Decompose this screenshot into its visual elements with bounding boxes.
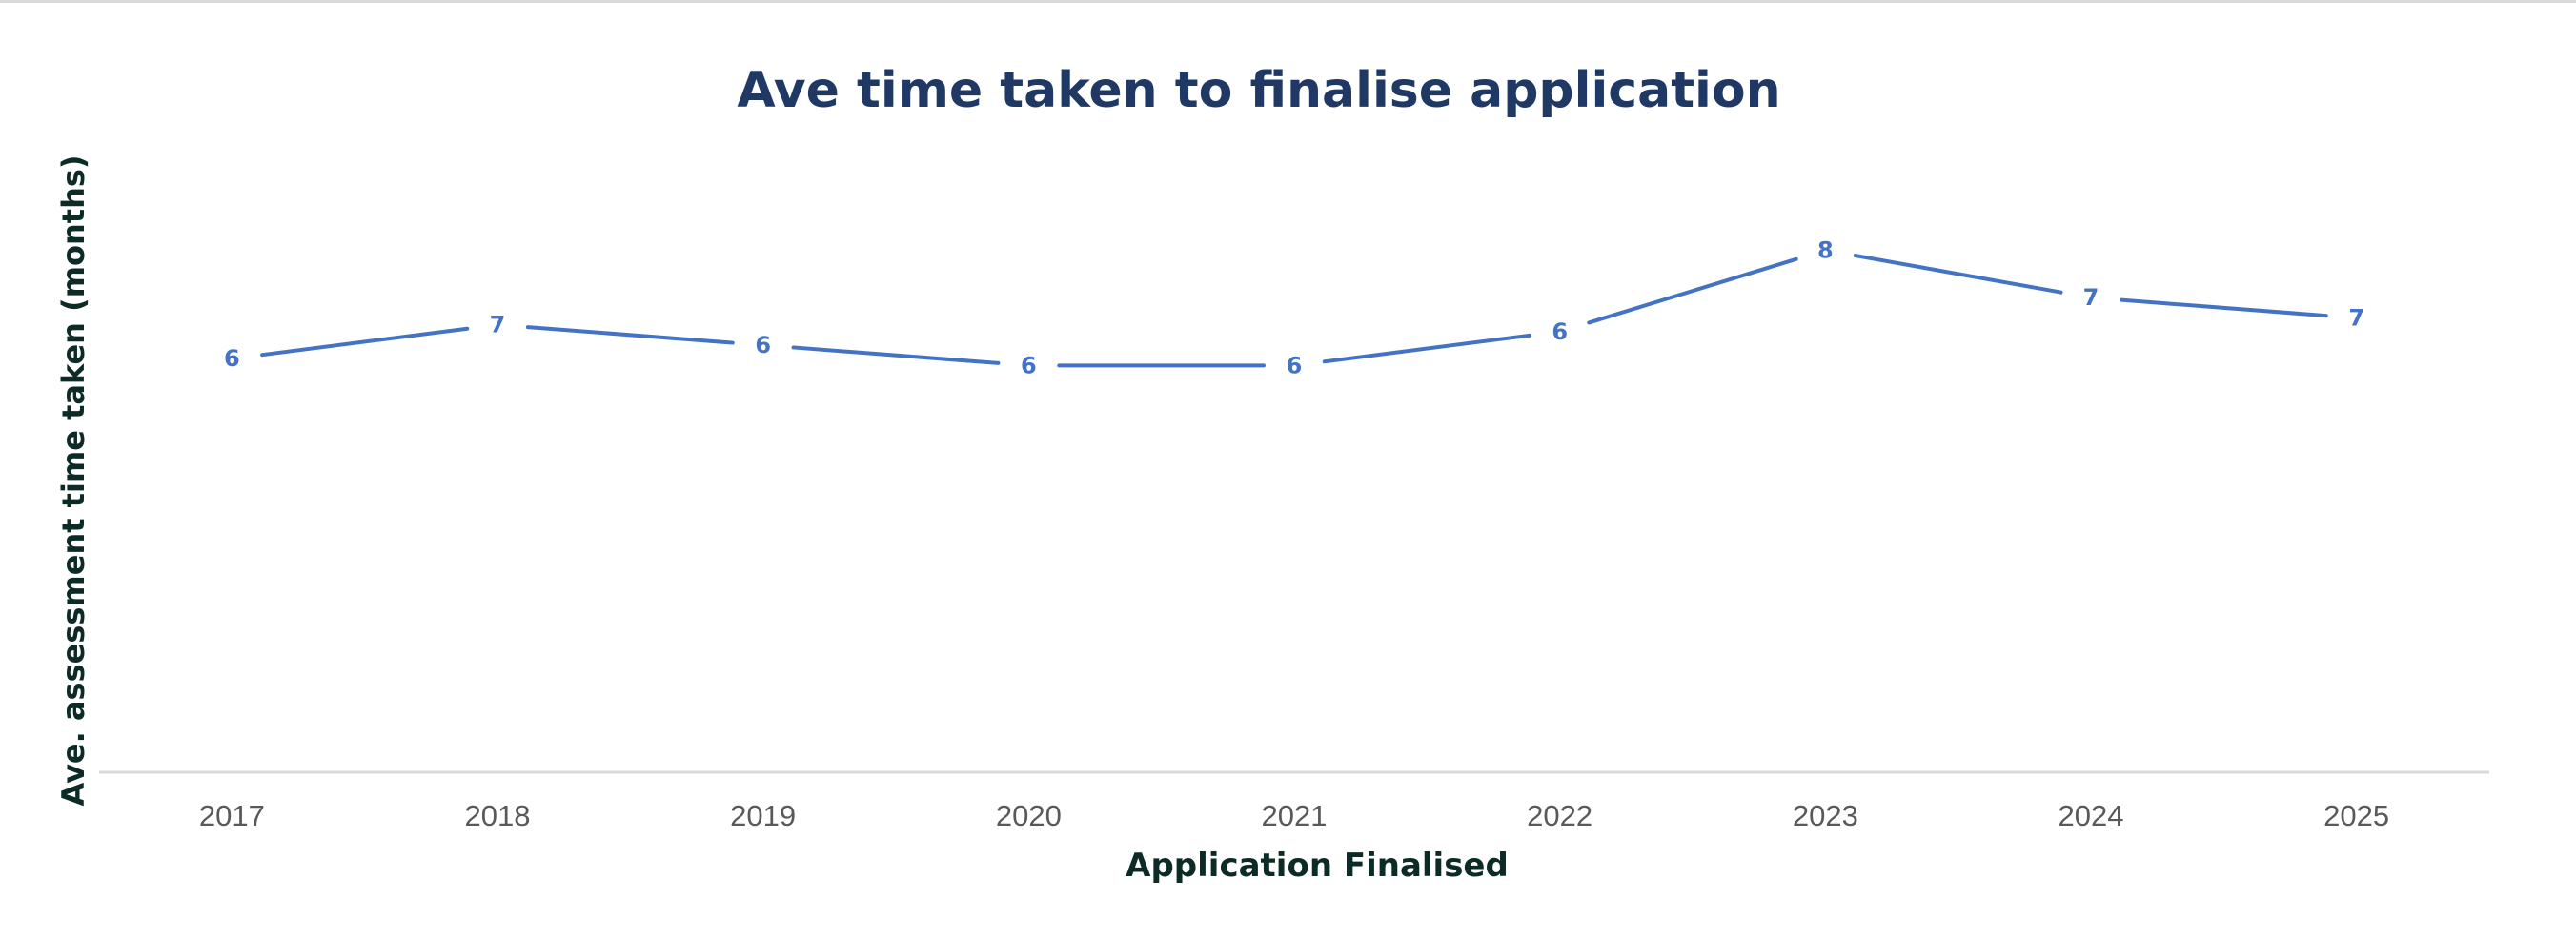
- data-label: 6: [755, 332, 771, 358]
- series-line-segment: [1325, 336, 1530, 361]
- x-tick-label: 2019: [730, 799, 796, 832]
- series-line-segment: [1589, 259, 1795, 323]
- series-line-segment: [2121, 300, 2326, 316]
- x-tick-label: 2025: [2323, 799, 2389, 832]
- data-label: 6: [224, 345, 240, 372]
- x-tick-label: 2023: [1793, 799, 1858, 832]
- x-tick-label: 2024: [2059, 799, 2124, 832]
- x-axis-title: Application Finalised: [1126, 847, 1509, 885]
- series-line-segment: [1856, 256, 2061, 293]
- chart-title: Ave time taken to finalise application: [737, 62, 1780, 119]
- x-tick-label: 2020: [996, 799, 1062, 832]
- series-line-segment: [262, 329, 467, 355]
- data-label: 6: [1552, 318, 1568, 345]
- y-axis-title: Ave. assessment time taken (months): [55, 154, 91, 806]
- series-line-segment: [528, 327, 733, 342]
- data-label: 7: [2348, 305, 2364, 332]
- x-tick-label: 2018: [465, 799, 531, 832]
- x-tick-label: 2017: [199, 799, 265, 832]
- data-label: 7: [490, 312, 506, 338]
- x-tick-label: 2021: [1262, 799, 1328, 832]
- series-layer: 6 7 6 6 6 6 8 7 7: [224, 236, 2364, 379]
- x-tick-label: 2022: [1527, 799, 1592, 832]
- data-label: 8: [1817, 236, 1834, 263]
- data-label: 6: [1021, 352, 1037, 379]
- data-label: 6: [1287, 352, 1303, 379]
- x-tick-labels: 2017 2018 2019 2020 2021 2022 2023 2024 2025: [199, 799, 2389, 832]
- data-label: 7: [2083, 284, 2099, 311]
- series-line-segment: [794, 347, 999, 362]
